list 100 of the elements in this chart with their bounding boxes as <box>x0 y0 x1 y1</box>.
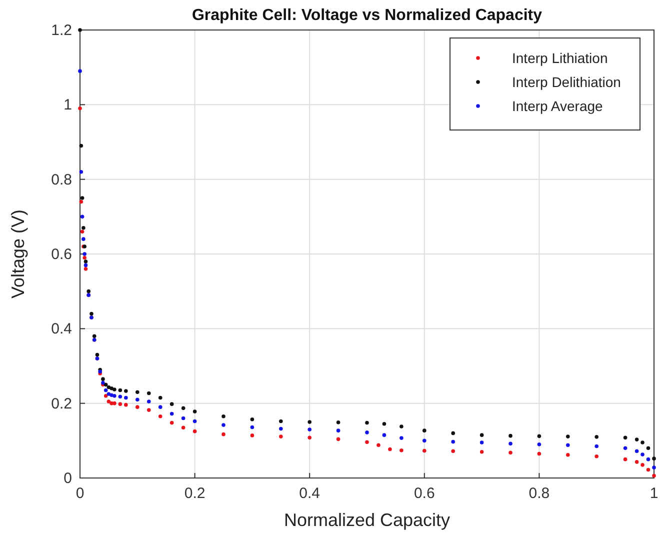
point <box>566 452 570 457</box>
point <box>365 440 369 444</box>
point <box>480 450 484 454</box>
x-tick-label: 0 <box>76 485 84 502</box>
point <box>90 312 94 316</box>
point <box>508 434 512 438</box>
point <box>594 435 598 439</box>
point <box>480 433 484 437</box>
x-tick-label: 0.2 <box>184 485 206 502</box>
y-tick-label: 1 <box>64 96 72 114</box>
point <box>537 452 542 456</box>
point <box>118 394 122 399</box>
x-axis-title: Normalized Capacity <box>284 510 450 530</box>
point <box>508 442 512 446</box>
point <box>104 382 108 387</box>
point <box>158 396 162 400</box>
point <box>365 430 369 434</box>
point <box>422 448 426 453</box>
point <box>82 256 86 260</box>
point <box>146 391 151 396</box>
point <box>388 447 392 452</box>
point <box>192 410 197 414</box>
point <box>376 443 380 448</box>
point <box>170 412 174 416</box>
point <box>170 420 174 425</box>
point <box>112 388 116 392</box>
point <box>82 252 86 256</box>
point <box>308 428 312 432</box>
legend-label: Interp Average <box>512 98 604 114</box>
point <box>566 434 570 438</box>
point <box>279 419 283 424</box>
point <box>400 436 404 440</box>
point <box>623 457 628 462</box>
x-tick-label: 0.8 <box>528 485 550 502</box>
point <box>652 466 656 470</box>
point <box>279 426 283 431</box>
y-axis-title: Voltage (V) <box>8 209 28 299</box>
x-tick-label: 0.6 <box>414 485 435 502</box>
point <box>124 396 128 400</box>
point <box>508 450 512 455</box>
x-tick-label: 1 <box>650 485 658 502</box>
point <box>146 408 151 412</box>
point <box>336 420 340 424</box>
point <box>634 460 639 464</box>
point <box>222 414 226 418</box>
point <box>480 440 484 444</box>
point <box>646 468 650 472</box>
point <box>652 456 656 460</box>
point <box>640 452 644 456</box>
point <box>250 434 254 438</box>
point <box>82 226 86 230</box>
point <box>537 442 542 446</box>
point <box>646 446 650 450</box>
point <box>136 390 140 394</box>
y-tick-label: 0.2 <box>51 395 72 412</box>
point <box>451 449 455 454</box>
point <box>634 438 639 442</box>
point <box>250 425 254 430</box>
point <box>566 443 570 448</box>
point <box>84 263 88 268</box>
y-tick-label: 0.8 <box>51 171 72 188</box>
point <box>623 446 628 450</box>
point <box>279 434 283 438</box>
point <box>112 394 116 398</box>
point <box>594 454 598 458</box>
point <box>124 389 128 393</box>
point <box>118 402 122 406</box>
point <box>79 200 84 204</box>
point <box>78 69 82 73</box>
point <box>78 28 82 32</box>
point <box>181 426 186 430</box>
point <box>158 414 162 418</box>
x-tick-label: 0.4 <box>299 485 320 502</box>
point <box>124 402 128 407</box>
point <box>422 438 426 443</box>
point <box>158 405 162 409</box>
point <box>640 463 644 467</box>
point <box>78 106 82 110</box>
point <box>400 424 404 428</box>
point <box>308 436 312 440</box>
point <box>136 398 140 402</box>
point <box>336 428 340 432</box>
point <box>80 214 84 219</box>
point <box>136 405 140 409</box>
point <box>382 433 386 437</box>
point <box>112 401 116 406</box>
point <box>250 417 254 422</box>
point <box>118 388 122 392</box>
chart-title: Graphite Cell: Voltage vs Normalized Capacity <box>192 7 542 24</box>
point <box>80 196 84 200</box>
point <box>537 434 542 438</box>
point <box>80 230 84 234</box>
point <box>451 440 455 444</box>
point <box>104 394 108 398</box>
point <box>82 237 86 241</box>
y-tick-label: 0.4 <box>51 320 72 338</box>
point <box>106 400 111 404</box>
legend-label: Interp Delithiation <box>512 74 621 90</box>
point <box>222 432 226 436</box>
point <box>623 436 628 440</box>
